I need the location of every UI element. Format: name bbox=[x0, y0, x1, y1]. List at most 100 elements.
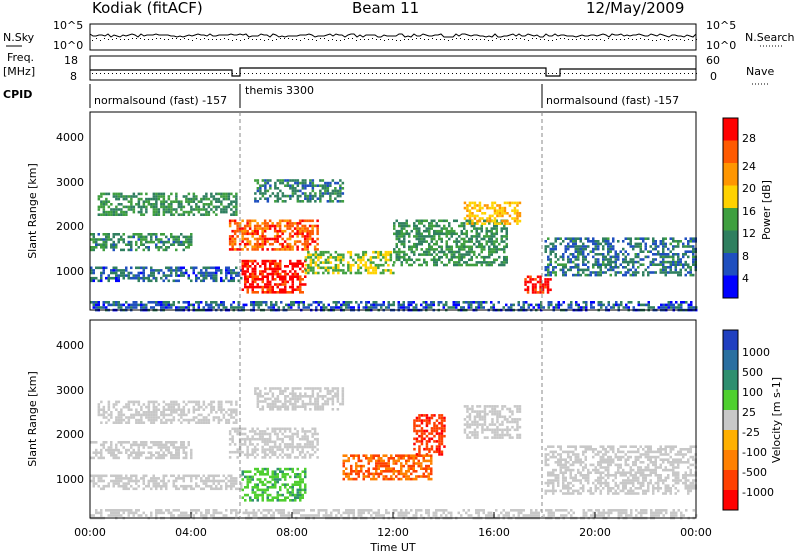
velocity-echo-cell bbox=[360, 464, 363, 468]
power-echo-cell bbox=[303, 237, 307, 241]
velocity-echo-cell bbox=[283, 427, 287, 431]
power-echo-cell bbox=[485, 227, 488, 230]
power-echo-cell bbox=[261, 288, 264, 291]
velocity-echo-cell bbox=[291, 483, 294, 486]
noise-right-tick-top: 10^5 bbox=[706, 19, 736, 32]
velocity-echo-cell bbox=[299, 496, 302, 499]
power-echo-cell bbox=[440, 240, 443, 243]
power-echo-cell bbox=[634, 273, 637, 277]
velocity-echo-cell bbox=[167, 451, 170, 454]
power-echo-cell bbox=[160, 192, 163, 196]
power-echo-cell bbox=[170, 200, 173, 203]
power-echo-cell bbox=[321, 194, 325, 198]
power-echo-cell bbox=[92, 240, 95, 244]
power-echo-cell bbox=[92, 246, 95, 249]
power-echo-cell bbox=[503, 212, 507, 215]
power-echo-cell bbox=[205, 213, 208, 216]
power-echo-cell bbox=[418, 219, 421, 223]
power-echo-cell bbox=[652, 237, 655, 240]
power-echo-cell bbox=[162, 274, 165, 277]
velocity-echo-cell bbox=[210, 479, 213, 483]
power-echo-cell bbox=[650, 306, 653, 309]
velocity-echo-cell bbox=[276, 475, 279, 479]
power-echo-cell bbox=[513, 219, 517, 223]
velocity-echo-cell bbox=[241, 427, 244, 431]
power-echo-cell bbox=[577, 247, 580, 251]
velocity-echo-cell bbox=[135, 474, 138, 478]
nave-dot bbox=[228, 73, 229, 74]
velocity-echo-cell bbox=[283, 445, 287, 449]
power-echo-cell bbox=[170, 208, 173, 211]
nave-dot bbox=[528, 73, 529, 74]
power-echo-cell bbox=[155, 303, 158, 307]
power-echo-cell bbox=[261, 240, 264, 243]
velocity-echo-cell bbox=[120, 413, 123, 417]
power-echo-cell bbox=[455, 237, 458, 241]
power-echo-cell bbox=[212, 279, 215, 283]
power-echo-cell bbox=[557, 303, 560, 307]
velocity-echo-cell bbox=[195, 477, 198, 480]
power-echo-cell bbox=[554, 255, 557, 259]
velocity-echo-cell bbox=[122, 418, 126, 422]
power-echo-cell bbox=[256, 227, 259, 230]
power-echo-cell bbox=[266, 197, 270, 200]
power-echo-cell bbox=[299, 291, 302, 294]
velocity-echo-cell bbox=[225, 482, 228, 485]
power-echo-cell bbox=[326, 184, 330, 187]
power-echo-cell bbox=[644, 245, 647, 248]
velocity-echo-cell bbox=[147, 403, 151, 406]
velocity-echo-cell bbox=[237, 487, 240, 491]
power-echo-cell bbox=[428, 248, 431, 251]
velocity-echo-cell bbox=[165, 443, 168, 447]
power-echo-cell bbox=[372, 303, 375, 307]
power-echo-cell bbox=[241, 259, 244, 263]
velocity-echo-cell bbox=[281, 437, 284, 441]
velocity-echo-cell bbox=[180, 421, 183, 424]
power-echo-cell bbox=[142, 200, 146, 203]
power-echo-cell bbox=[400, 242, 403, 246]
power-echo-cell bbox=[105, 235, 108, 239]
velocity-echo-cell bbox=[241, 478, 244, 481]
power-echo-cell bbox=[276, 187, 280, 190]
velocity-echo-cell bbox=[301, 445, 304, 449]
power-echo-cell bbox=[627, 263, 630, 266]
power-echo-cell bbox=[165, 240, 168, 244]
velocity-echo-cell bbox=[271, 392, 275, 395]
velocity-echo-cell bbox=[236, 448, 239, 451]
power-echo-cell bbox=[268, 224, 272, 228]
nsearch-dot bbox=[556, 39, 557, 40]
beam-title: Beam 11 bbox=[352, 0, 419, 17]
power-echo-cell bbox=[445, 232, 448, 236]
power-echo-cell bbox=[677, 306, 680, 309]
power-echo-cell bbox=[562, 268, 565, 272]
power-echo-cell bbox=[413, 242, 416, 246]
velocity-echo-cell bbox=[190, 454, 193, 457]
velocity-echo-cell bbox=[263, 430, 267, 433]
velocity-echo-cell bbox=[92, 479, 95, 483]
nsearch-dot bbox=[448, 40, 449, 41]
velocity-echo-cell bbox=[202, 416, 206, 419]
power-echo-cell bbox=[130, 266, 133, 270]
power-echo-cell bbox=[495, 219, 498, 223]
velocity-echo-cell bbox=[228, 450, 232, 454]
power-echo-cell bbox=[200, 301, 203, 304]
power-echo-cell bbox=[624, 255, 627, 259]
power-echo-cell bbox=[435, 263, 438, 267]
power-echo-cell bbox=[662, 237, 665, 240]
velocity-echo-cell bbox=[313, 427, 317, 431]
nsearch-dot bbox=[624, 39, 625, 40]
power-echo-cell bbox=[662, 240, 665, 243]
velocity-echo-cell bbox=[319, 408, 322, 411]
power-echo-cell bbox=[227, 195, 231, 198]
power-echo-cell bbox=[674, 271, 677, 274]
power-echo-cell bbox=[147, 203, 151, 206]
velocity-echo-cell bbox=[258, 432, 262, 436]
power-echo-cell bbox=[160, 238, 163, 241]
velocity-echo-cell bbox=[140, 477, 143, 480]
nsearch-dot bbox=[276, 39, 277, 40]
power-echo-cell bbox=[177, 243, 180, 246]
velocity-echo-cell bbox=[227, 418, 231, 422]
power-echo-cell bbox=[600, 301, 603, 304]
power-echo-cell bbox=[334, 256, 338, 259]
power-echo-cell bbox=[501, 212, 504, 215]
